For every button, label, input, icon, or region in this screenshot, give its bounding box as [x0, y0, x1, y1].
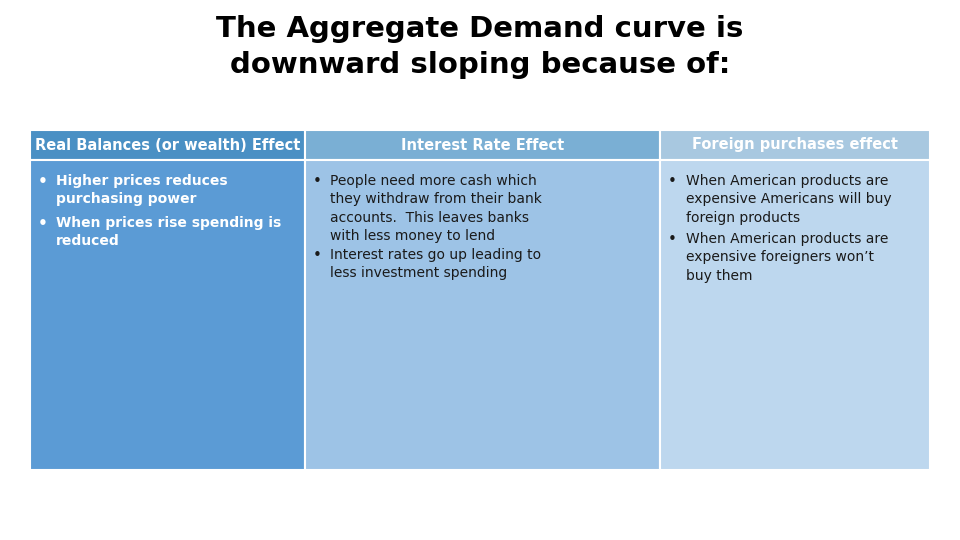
Text: •: •	[38, 216, 48, 231]
Text: When prices rise spending is
reduced: When prices rise spending is reduced	[56, 216, 281, 248]
Text: •: •	[313, 248, 322, 263]
Text: Real Balances (or wealth) Effect: Real Balances (or wealth) Effect	[35, 138, 300, 152]
Text: •: •	[38, 174, 48, 189]
Text: The Aggregate Demand curve is
downward sloping because of:: The Aggregate Demand curve is downward s…	[216, 15, 744, 79]
Bar	[304, 160, 660, 470]
Bar	[30, 130, 304, 160]
Text: •: •	[668, 232, 677, 247]
Text: Higher prices reduces
purchasing power: Higher prices reduces purchasing power	[56, 174, 228, 206]
Bar	[660, 160, 930, 470]
Text: •: •	[668, 174, 677, 189]
Text: Interest rates go up leading to
less investment spending: Interest rates go up leading to less inv…	[330, 248, 541, 280]
Text: People need more cash which
they withdraw from their bank
accounts.  This leaves: People need more cash which they withdra…	[330, 174, 542, 243]
Text: When American products are
expensive Americans will buy
foreign products: When American products are expensive Ame…	[686, 174, 892, 225]
Bar	[304, 130, 660, 160]
Bar	[660, 130, 930, 160]
Text: Interest Rate Effect: Interest Rate Effect	[400, 138, 564, 152]
Text: •: •	[313, 174, 322, 189]
Text: When American products are
expensive foreigners won’t
buy them: When American products are expensive for…	[686, 232, 888, 283]
Text: Foreign purchases effect: Foreign purchases effect	[692, 138, 898, 152]
Bar	[30, 160, 304, 470]
